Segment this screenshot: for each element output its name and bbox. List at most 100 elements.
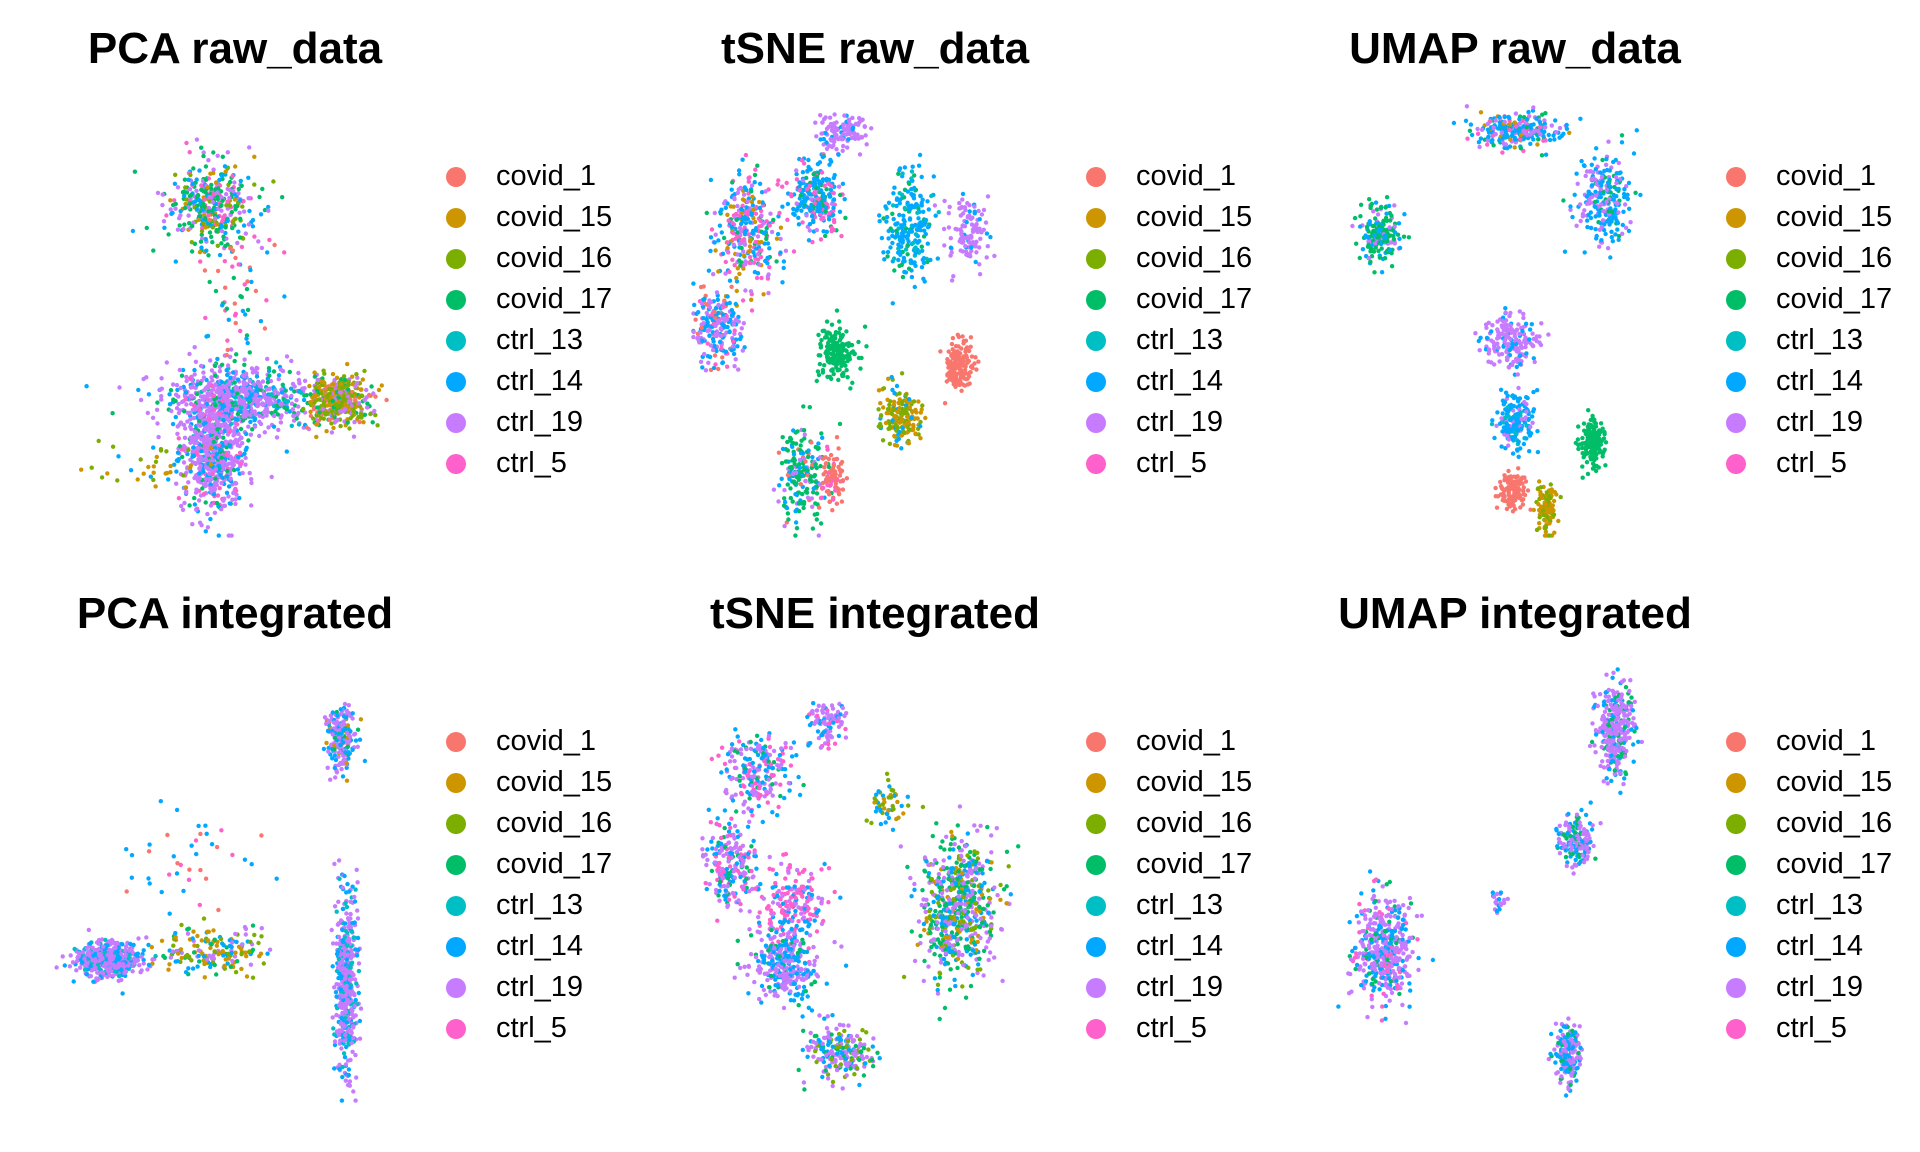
point-ctrl-19: [257, 413, 262, 419]
point-ctrl-19: [232, 425, 238, 431]
point-ctrl-19: [763, 189, 768, 194]
point-ctrl-14: [720, 251, 726, 256]
legend-label: covid_1: [496, 160, 596, 192]
point-covid-17: [843, 348, 849, 353]
point-covid-17: [818, 464, 823, 469]
point-ctrl-5: [816, 196, 821, 201]
point-ctrl-14: [738, 221, 744, 227]
point-ctrl-19: [339, 408, 344, 414]
point-ctrl-14: [879, 235, 885, 241]
point-covid-17: [177, 444, 183, 449]
point-ctrl-14: [890, 233, 895, 239]
point-covid-16: [358, 393, 364, 398]
point-ctrl-19: [248, 413, 253, 418]
point-ctrl-19: [193, 359, 199, 364]
point-covid-17: [825, 354, 830, 359]
point-covid-1: [833, 481, 838, 486]
point-ctrl-5: [831, 227, 836, 233]
point-ctrl-5: [801, 161, 807, 166]
point-covid-17: [1369, 201, 1375, 207]
point-covid-17: [1401, 234, 1407, 239]
point-covid-1: [207, 217, 212, 223]
point-ctrl-14: [221, 418, 226, 423]
point-ctrl-14: [225, 372, 230, 378]
point-ctrl-19: [834, 147, 839, 152]
point-covid-16: [180, 473, 186, 478]
point-covid-17: [219, 203, 224, 208]
point-ctrl-19: [960, 211, 966, 216]
point-ctrl-19: [154, 407, 160, 412]
scatter-plot: [691, 112, 997, 538]
point-covid-1: [950, 356, 956, 361]
point-ctrl-14: [723, 205, 728, 210]
point-covid-1: [959, 388, 964, 393]
point-covid-15: [895, 409, 900, 414]
point-ctrl-14: [889, 374, 894, 380]
point-ctrl-19: [831, 143, 836, 148]
point-ctrl-19: [946, 211, 951, 216]
point-ctrl-19: [197, 403, 202, 408]
point-covid-16: [215, 243, 220, 248]
point-ctrl-19: [226, 417, 231, 422]
point-covid-17: [250, 427, 255, 432]
point-ctrl-19: [985, 244, 990, 249]
point-ctrl-14: [691, 281, 696, 286]
point-covid-17: [816, 446, 821, 451]
point-covid-1: [954, 353, 959, 358]
point-ctrl-14: [817, 202, 822, 208]
point-ctrl-19: [192, 475, 197, 481]
point-ctrl-14: [763, 258, 768, 264]
point-covid-1: [826, 456, 831, 462]
point-ctrl-14: [1627, 206, 1632, 211]
point-ctrl-19: [246, 222, 252, 227]
point-ctrl-19: [229, 533, 234, 538]
point-ctrl-14: [696, 310, 701, 315]
point-ctrl-19: [783, 248, 789, 253]
point-covid-17: [829, 368, 834, 373]
point-ctrl-19: [1371, 209, 1376, 214]
point-ctrl-19: [232, 375, 237, 381]
point-ctrl-19: [979, 230, 984, 235]
point-ctrl-14: [733, 226, 738, 231]
point-ctrl-14: [901, 217, 906, 222]
point-ctrl-19: [203, 481, 208, 486]
point-covid-15: [918, 410, 923, 415]
point-ctrl-14: [823, 205, 829, 210]
point-ctrl-19: [180, 507, 186, 512]
point-covid-17: [844, 367, 849, 373]
point-ctrl-19: [190, 384, 195, 389]
point-ctrl-14: [183, 390, 188, 395]
point-ctrl-14: [915, 227, 920, 233]
point-covid-16: [312, 399, 318, 404]
point-ctrl-14: [172, 181, 178, 186]
point-ctrl-14: [1593, 214, 1598, 219]
point-ctrl-19: [296, 410, 301, 416]
point-covid-17: [265, 380, 271, 385]
point-ctrl-14: [1621, 209, 1626, 214]
point-ctrl-19: [226, 381, 232, 386]
point-ctrl-14: [877, 219, 882, 224]
point-covid-1: [958, 379, 963, 384]
point-covid-1: [820, 480, 826, 486]
point-ctrl-19: [181, 226, 186, 232]
legend-label: ctrl_14: [496, 365, 584, 397]
point-ctrl-19: [706, 360, 711, 365]
point-ctrl-14: [243, 312, 248, 317]
point-ctrl-14: [793, 509, 798, 514]
point-ctrl-5: [201, 491, 207, 496]
point-ctrl-19: [782, 487, 787, 493]
point-ctrl-14: [915, 240, 920, 245]
point-ctrl-14: [707, 354, 713, 360]
point-ctrl-5: [194, 450, 199, 455]
point-ctrl-19: [289, 358, 294, 364]
point-ctrl-19: [188, 417, 193, 422]
point-ctrl-5: [709, 312, 715, 318]
point-ctrl-19: [832, 112, 837, 117]
point-ctrl-19: [217, 434, 222, 439]
legend-item-covid-16: covid_16: [446, 238, 612, 279]
point-ctrl-19: [743, 288, 748, 293]
point-ctrl-14: [130, 228, 136, 234]
point-covid-17: [824, 330, 829, 335]
point-covid-15: [312, 370, 317, 375]
point-ctrl-14: [815, 177, 820, 182]
